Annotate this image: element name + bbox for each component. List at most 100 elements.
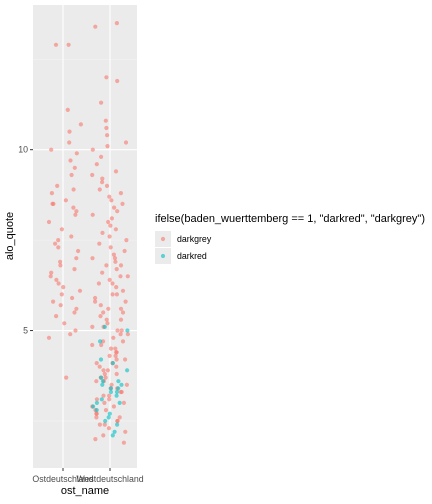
data-point-darkgrey — [74, 306, 79, 311]
data-point-darkgrey — [104, 75, 109, 80]
data-point-darkgrey — [104, 263, 109, 268]
data-point-darkgrey — [72, 267, 77, 272]
data-point-darkgrey — [93, 299, 98, 304]
data-point-darkgrey — [98, 303, 103, 308]
data-point-darkred — [117, 400, 122, 405]
data-point-darkgrey — [90, 324, 95, 329]
data-point-darkgrey — [54, 277, 59, 282]
data-point-darkgrey — [102, 371, 107, 377]
data-point-darkgrey — [59, 292, 64, 297]
legend: ifelse(baden_wuerttemberg == 1, "darkred… — [155, 213, 425, 264]
data-point-darkgrey — [113, 259, 118, 264]
data-point-darkgrey — [96, 281, 101, 286]
data-point-darkgrey — [110, 292, 115, 297]
data-point-darkgrey — [102, 422, 107, 427]
data-point-darkgrey — [101, 368, 106, 373]
data-point-darkgrey — [90, 342, 95, 348]
data-point-darkgrey — [77, 288, 83, 293]
data-point-darkgrey — [108, 223, 113, 228]
data-point-darkgrey — [115, 418, 120, 424]
data-point-darkgrey — [99, 342, 104, 348]
data-point-darkred — [99, 375, 104, 380]
data-point-darkgrey — [107, 353, 112, 358]
data-point-darkgrey — [106, 306, 111, 311]
data-point-darkgrey — [118, 306, 124, 311]
data-point-darkgrey — [123, 429, 128, 434]
data-point-darkgrey — [76, 248, 81, 254]
data-point-darkred — [94, 408, 99, 413]
data-point-darkgrey — [117, 415, 122, 420]
data-point-darkgrey — [72, 310, 77, 315]
data-point-darkgrey — [110, 281, 115, 286]
data-point-darkgrey — [97, 422, 102, 427]
legend-key-point — [160, 236, 166, 242]
data-point-darkred — [100, 382, 105, 387]
data-point-darkgrey — [101, 393, 106, 398]
legend-entries: darkgrey darkred — [155, 231, 212, 264]
data-point-darkgrey — [93, 437, 98, 442]
data-point-darkgrey — [69, 172, 74, 178]
data-point-darkgrey — [115, 209, 120, 214]
data-point-darkgrey — [73, 328, 78, 333]
data-point-darkgrey — [114, 285, 119, 290]
data-point-darkgrey — [94, 415, 99, 420]
data-point-darkgrey — [54, 314, 59, 319]
data-point-darkgrey — [112, 256, 118, 261]
data-point-darkgrey — [100, 270, 105, 275]
data-point-darkgrey — [72, 165, 77, 170]
data-point-darkred — [108, 389, 113, 395]
data-point-darkgrey — [99, 100, 104, 105]
data-point-darkgrey — [123, 357, 128, 362]
data-point-darkgrey — [111, 335, 116, 340]
data-point-darkgrey — [114, 267, 119, 272]
data-point-darkgrey — [111, 252, 116, 257]
data-point-darkgrey — [90, 172, 95, 178]
data-point-darkgrey — [94, 379, 99, 384]
y-axis-title: alo_quote — [4, 212, 16, 260]
data-point-darkgrey — [64, 375, 69, 380]
data-point-darkred — [106, 415, 111, 420]
data-point-darkgrey — [107, 234, 112, 239]
data-point-darkgrey — [108, 245, 113, 250]
data-point-darkred — [116, 386, 121, 391]
data-point-darkgrey — [109, 216, 114, 221]
data-point-darkgrey — [119, 328, 124, 333]
legend-label: darkgrey — [177, 234, 212, 244]
data-point-darkgrey — [71, 187, 76, 192]
data-point-darkgrey — [125, 274, 130, 279]
data-point-darkred — [94, 400, 99, 405]
data-point-darkgrey — [118, 191, 123, 196]
data-point-darkgrey — [114, 292, 119, 297]
data-point-darkgrey — [105, 144, 110, 149]
data-point-darkgrey — [115, 78, 120, 84]
data-point-darkgrey — [112, 205, 117, 210]
y-axis: 5 10 — [18, 145, 33, 336]
data-point-darkgrey — [93, 24, 98, 29]
data-point-darkgrey — [105, 368, 110, 373]
data-point-darkgrey — [67, 140, 72, 145]
data-point-darkgrey — [113, 353, 118, 358]
data-point-darkred — [114, 393, 119, 398]
data-point-darkgrey — [101, 339, 106, 344]
data-point-darkgrey — [101, 310, 106, 315]
data-point-darkgrey — [100, 180, 105, 185]
data-point-darkgrey — [46, 219, 52, 225]
data-point-darkgrey — [102, 400, 107, 405]
data-point-darkred — [98, 357, 104, 362]
data-point-darkgrey — [97, 241, 102, 246]
data-point-darkgrey — [106, 219, 111, 225]
data-point-darkred — [116, 379, 121, 384]
data-point-darkgrey — [67, 129, 72, 134]
data-point-darkgrey — [49, 270, 54, 275]
data-point-darkgrey — [51, 299, 56, 304]
data-point-darkgrey — [50, 201, 55, 206]
data-points — [46, 21, 130, 445]
data-point-darkred — [119, 382, 124, 387]
data-point-darkgrey — [123, 140, 129, 145]
data-point-darkgrey — [114, 350, 119, 355]
data-point-darkgrey — [114, 21, 119, 26]
data-point-darkred — [99, 397, 104, 402]
data-point-darkgrey — [56, 281, 61, 286]
